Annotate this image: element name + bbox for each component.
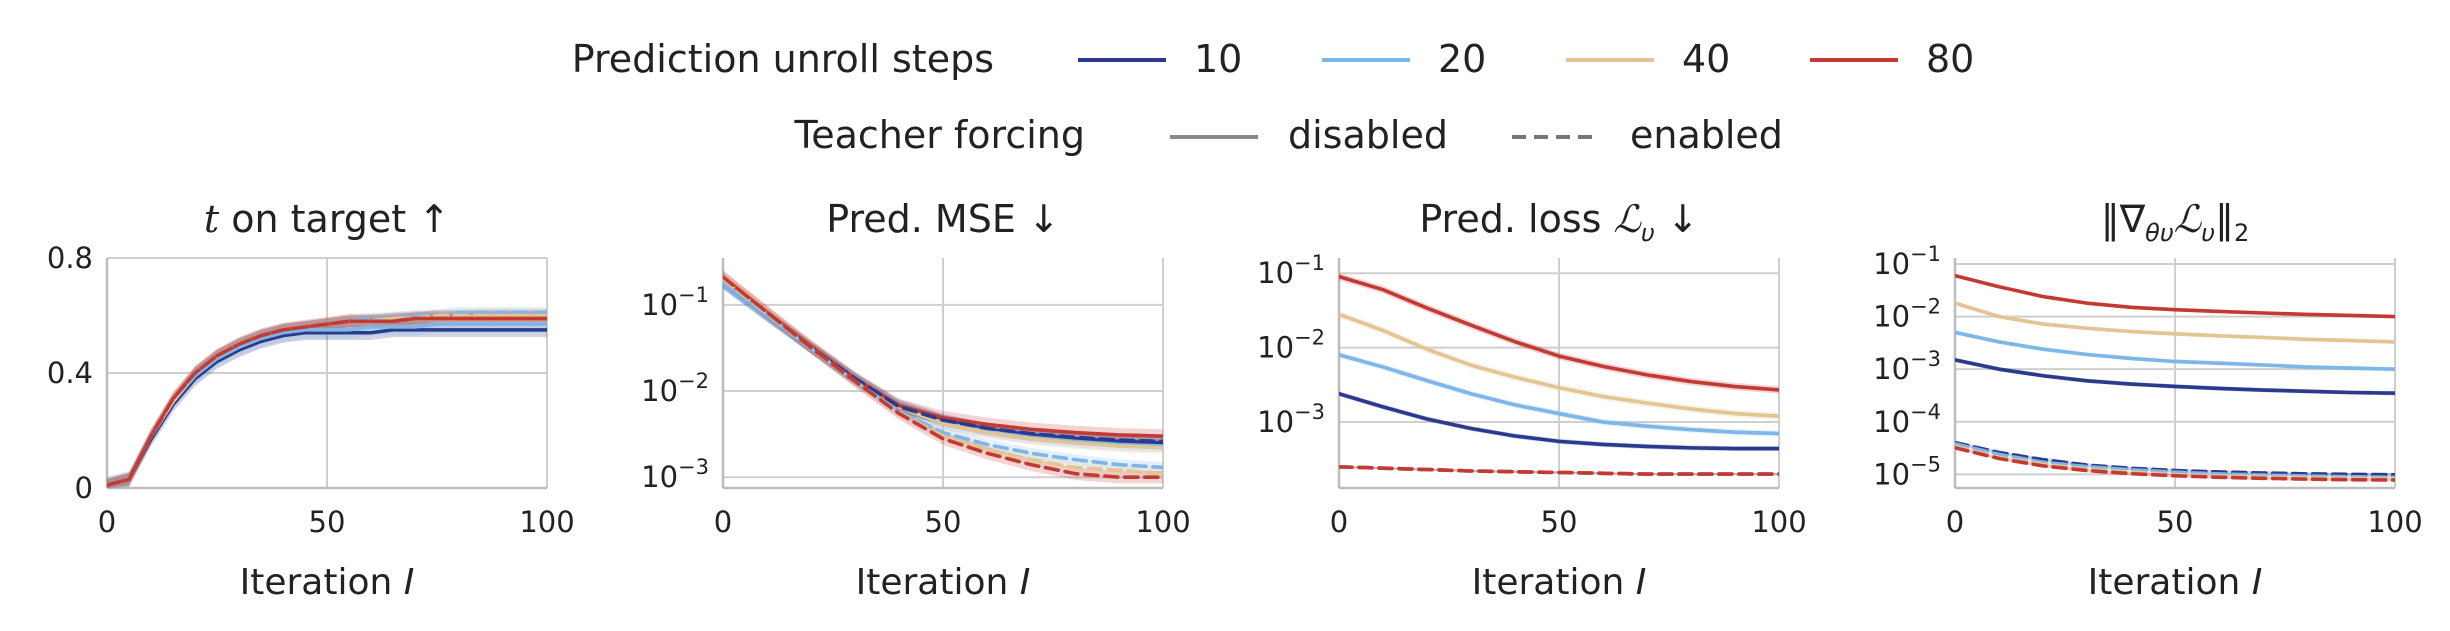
panel-3: 0 50 100 10−3 10−2 10−1 Iteration I Pred. loss … <box>1257 197 1807 603</box>
legend-label-20: 20 <box>1438 37 1486 81</box>
y-tick-label: 10−5 <box>1873 452 1941 491</box>
x-axis-label: Iteration I <box>1472 562 1647 603</box>
legend-entry-disabled: disabled <box>1170 113 1448 157</box>
x-tick-label: 50 <box>2157 505 2194 539</box>
y-tick-label: 0.4 <box>47 356 93 390</box>
x-tick-label: 100 <box>2367 505 2422 539</box>
y-tick-label: 10−1 <box>1873 242 1941 281</box>
x-axis-label: Iteration I <box>240 562 415 603</box>
legend-tf-title: Teacher forcing <box>793 113 1085 157</box>
legend-steps-title: Prediction unroll steps <box>572 37 994 81</box>
panel-2: 0 50 100 10−3 10−2 10−1 Iteration I Pred. MSE ↓ <box>641 197 1191 603</box>
y-tick-label: 10−3 <box>1873 347 1941 386</box>
gridlines <box>1955 258 2396 488</box>
x-tick-label: 0 <box>98 505 116 539</box>
legend-label-disabled: disabled <box>1288 113 1448 157</box>
x-tick-label: 50 <box>1541 505 1578 539</box>
legend: Prediction unroll steps 10 20 40 80 Teacher… <box>572 37 1975 157</box>
legend-tf: disabled enabled <box>1170 113 1783 157</box>
x-tick-label: 50 <box>309 505 346 539</box>
series-10-disabled <box>1955 358 2395 395</box>
x-axis-label: Iteration I <box>856 562 1031 603</box>
y-tick-label: 0 <box>75 471 93 505</box>
band-10-disabled <box>723 276 1163 450</box>
panel-title: Pred. loss ℒυ ↓ <box>1419 197 1698 247</box>
plot-area <box>723 270 1163 484</box>
x-axis-label: Iteration I <box>2088 562 2263 603</box>
legend-entry-80: 80 <box>1810 37 1974 81</box>
series-80-enabled <box>107 316 547 487</box>
legend-label-80: 80 <box>1926 37 1974 81</box>
x-tick-label: 50 <box>925 505 962 539</box>
x-tick-label: 100 <box>1135 505 1190 539</box>
legend-steps: 10 20 40 80 <box>1078 37 1974 81</box>
plot-area <box>1339 272 1779 476</box>
legend-entry-enabled: enabled <box>1512 113 1783 157</box>
panel-4: 0 50 100 10−5 10−4 10−3 10−2 10−1 Iteration I ‖∇θ… <box>1873 197 2423 603</box>
plot-area <box>1955 273 2395 482</box>
legend-entry-20: 20 <box>1322 37 1486 81</box>
series-80-enabled <box>1955 445 2395 482</box>
y-tick-label: 10−2 <box>641 369 709 408</box>
band-20-enabled <box>107 306 547 488</box>
series-80-enabled <box>723 275 1163 480</box>
series-20-disabled <box>1955 330 2395 371</box>
band-10-disabled <box>1339 391 1779 452</box>
y-tick-label: 0.8 <box>47 241 93 275</box>
x-tick-label: 0 <box>1330 505 1348 539</box>
series-20-disabled <box>1339 353 1779 436</box>
y-tick-label: 10−1 <box>1257 251 1325 290</box>
band-10-disabled <box>107 322 547 488</box>
gridlines <box>723 258 1164 488</box>
legend-label-10: 10 <box>1194 37 1242 81</box>
y-tick-label: 10−2 <box>1257 326 1325 365</box>
panel-title: ‖∇θυℒυ‖2 <box>2101 197 2250 247</box>
legend-label-40: 40 <box>1682 37 1730 81</box>
series-80-disabled <box>1955 273 2395 319</box>
series-40-disabled <box>1339 312 1779 418</box>
series-80-disabled <box>1339 274 1779 392</box>
series-40-disabled <box>1955 301 2395 344</box>
y-tick-label: 10−4 <box>1873 400 1941 439</box>
band-80-enabled <box>723 270 1163 484</box>
gridlines <box>1339 258 1780 488</box>
panel-title: t on target ↑ <box>204 197 450 241</box>
legend-entry-40: 40 <box>1566 37 1730 81</box>
plot-area <box>107 306 547 488</box>
legend-entry-10: 10 <box>1078 37 1242 81</box>
panels: 0 50 100 0 0.4 0.8 Iteration I t on target ↑ 0 50… <box>47 197 2423 603</box>
legend-label-enabled: enabled <box>1630 113 1783 157</box>
y-tick-label: 10−2 <box>1873 295 1941 334</box>
series-80-enabled <box>1339 465 1779 476</box>
x-tick-label: 0 <box>714 505 732 539</box>
y-tick-label: 10−1 <box>641 283 709 322</box>
panel-title: Pred. MSE ↓ <box>826 197 1060 241</box>
x-tick-label: 100 <box>519 505 574 539</box>
series-10-disabled <box>1339 391 1779 451</box>
y-tick-label: 10−3 <box>641 455 709 494</box>
y-tick-label: 10−3 <box>1257 400 1325 439</box>
panel-1: 0 50 100 0 0.4 0.8 Iteration I t on target ↑ <box>47 197 575 603</box>
x-tick-label: 100 <box>1751 505 1806 539</box>
series-10-disabled <box>107 328 547 487</box>
x-tick-label: 0 <box>1946 505 1964 539</box>
gridlines <box>107 257 548 489</box>
band-40-disabled <box>107 308 547 488</box>
